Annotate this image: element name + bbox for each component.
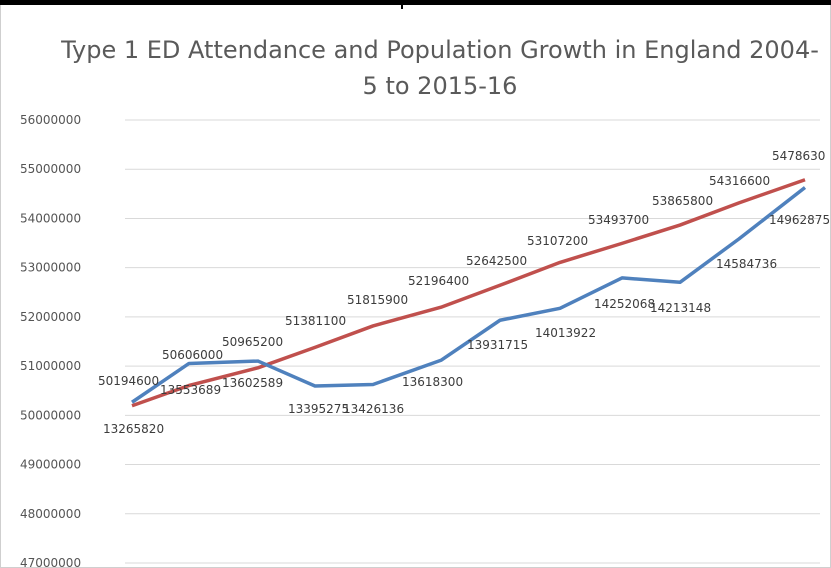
data-label-population: 51381100: [285, 314, 346, 328]
data-label-attendance: 13618300: [402, 375, 463, 389]
data-label-population: 5478630: [772, 149, 825, 163]
data-label-population: 53865800: [652, 194, 713, 208]
top-border-line: [0, 0, 831, 5]
data-label-population: 52642500: [466, 254, 527, 268]
data-label-attendance: 14013922: [535, 326, 596, 340]
data-label-attendance: 14584736: [716, 257, 777, 271]
y-tick-label: 51000000: [20, 359, 81, 373]
data-label-attendance: 14962875: [769, 213, 830, 227]
data-label-attendance: 13426136: [343, 402, 404, 416]
data-label-population: 53107200: [527, 234, 588, 248]
data-label-population: 51815900: [347, 293, 408, 307]
data-label-population: 50194600: [98, 374, 159, 388]
series-line-attendance: [131, 186, 807, 404]
y-tick-label: 47000000: [20, 556, 81, 568]
top-border-tick: [401, 0, 403, 9]
y-tick-label: 53000000: [20, 261, 81, 275]
data-label-attendance: 13395275: [288, 402, 349, 416]
y-tick-label: 55000000: [20, 162, 81, 176]
data-label-population: 50606000: [162, 348, 223, 362]
y-tick-label: 52000000: [20, 310, 81, 324]
data-label-population: 52196400: [408, 274, 469, 288]
series-line-population: [131, 178, 806, 408]
data-label-attendance: 13265820: [103, 422, 164, 436]
y-tick-label: 56000000: [20, 113, 81, 127]
data-label-attendance: 13553689: [160, 383, 221, 397]
data-label-attendance: 14213148: [650, 301, 711, 315]
data-label-population: 53493700: [588, 213, 649, 227]
y-tick-label: 50000000: [20, 408, 81, 422]
data-label-population: 50965200: [222, 335, 283, 349]
chart-title: Type 1 ED Attendance and Population Grow…: [61, 36, 819, 100]
data-label-attendance: 14252068: [594, 297, 655, 311]
data-label-attendance: 13602589: [222, 376, 283, 390]
y-tick-label: 49000000: [20, 458, 81, 472]
y-tick-label: 54000000: [20, 211, 81, 225]
y-tick-label: 48000000: [20, 507, 81, 521]
data-label-attendance: 13931715: [467, 338, 528, 352]
data-label-population: 54316600: [709, 174, 770, 188]
